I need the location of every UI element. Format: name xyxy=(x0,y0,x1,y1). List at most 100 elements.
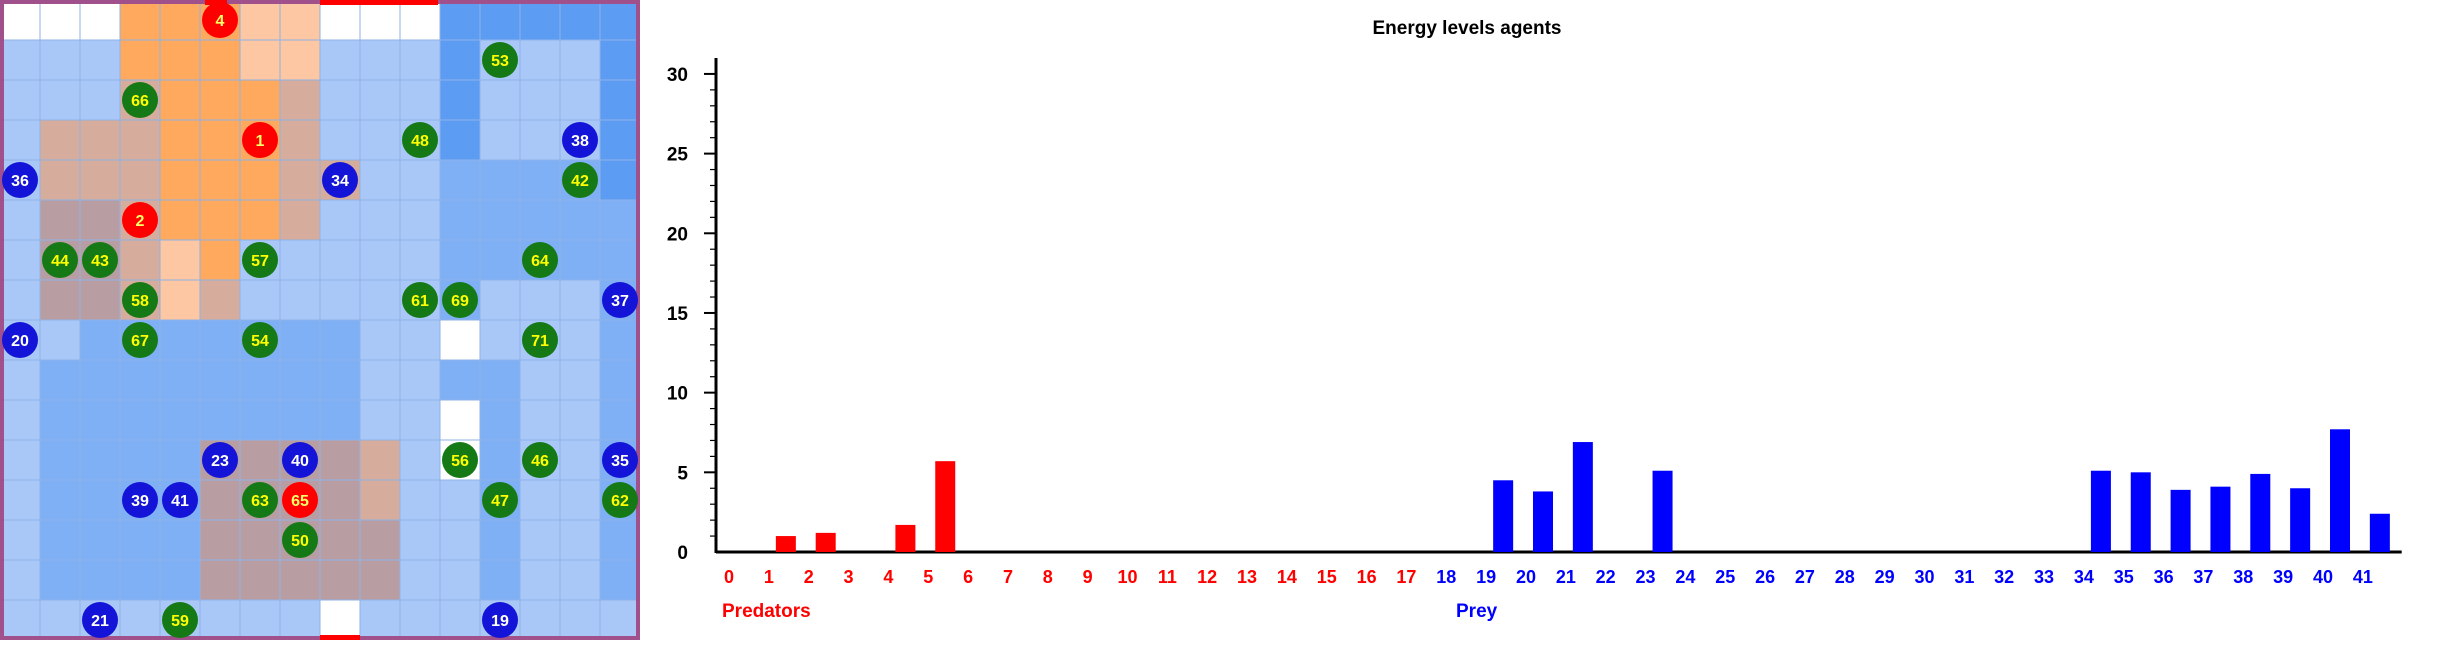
plant-agent[interactable]: 50 xyxy=(282,522,318,558)
prey-agent[interactable]: 39 xyxy=(122,482,158,518)
plant-agent[interactable]: 63 xyxy=(242,482,278,518)
prey-agent[interactable]: 23 xyxy=(202,442,238,478)
grid-cell xyxy=(80,160,120,200)
plant-agent[interactable]: 59 xyxy=(162,602,198,638)
grid-cell xyxy=(40,520,80,560)
x-tick-label: 21 xyxy=(1556,567,1576,587)
predator-agent[interactable]: 4 xyxy=(202,2,238,38)
prey-agent[interactable]: 40 xyxy=(282,442,318,478)
grid-cell xyxy=(80,120,120,160)
prey-agent[interactable]: 35 xyxy=(602,442,638,478)
plant-agent[interactable]: 47 xyxy=(482,482,518,518)
grid-cell xyxy=(560,40,600,80)
energy-bar xyxy=(775,536,796,552)
plant-agent[interactable]: 71 xyxy=(522,322,558,358)
plant-agent[interactable]: 53 xyxy=(482,42,518,78)
grid-cell xyxy=(80,440,120,480)
grid-cell xyxy=(360,0,400,40)
grid-cell xyxy=(320,280,360,320)
grid-cell xyxy=(240,80,280,120)
prey-agent[interactable]: 19 xyxy=(482,602,518,638)
grid-cell xyxy=(560,240,600,280)
plant-agent[interactable]: 43 xyxy=(82,242,118,278)
plant-agent[interactable]: 58 xyxy=(122,282,158,318)
grid-cell xyxy=(560,200,600,240)
predator-agent[interactable]: 2 xyxy=(122,202,158,238)
x-tick-label: 16 xyxy=(1357,567,1377,587)
prey-agent[interactable]: 41 xyxy=(162,482,198,518)
grid-cell xyxy=(160,400,200,440)
energy-bar xyxy=(895,524,916,552)
grid-cell xyxy=(240,400,280,440)
grid-cell xyxy=(320,560,360,600)
agent-id-label: 59 xyxy=(171,613,189,630)
grid-cell xyxy=(320,240,360,280)
grid-cell xyxy=(520,520,560,560)
prey-agent[interactable]: 37 xyxy=(602,282,638,318)
grid-cell xyxy=(160,240,200,280)
grid-cell xyxy=(120,520,160,560)
grid-cell xyxy=(440,0,480,40)
prey-agent-marker xyxy=(2,322,38,358)
grid-cell xyxy=(360,240,400,280)
grid-cell xyxy=(440,120,480,160)
plant-agent[interactable]: 56 xyxy=(442,442,478,478)
grid-cell xyxy=(320,600,360,640)
grid-cell xyxy=(240,160,280,200)
predator-agent[interactable]: 65 xyxy=(282,482,318,518)
grid-cell xyxy=(520,200,560,240)
prey-agent[interactable]: 38 xyxy=(562,122,598,158)
plant-agent[interactable]: 46 xyxy=(522,442,558,478)
prey-agent[interactable]: 36 xyxy=(2,162,38,198)
prey-agent[interactable]: 21 xyxy=(82,602,118,638)
grid-cell xyxy=(440,80,480,120)
x-tick-label: 23 xyxy=(1636,567,1656,587)
grid-cell xyxy=(240,200,280,240)
grid-cell xyxy=(360,560,400,600)
grid-cell xyxy=(520,40,560,80)
grid-cell xyxy=(480,520,520,560)
prey-agent[interactable]: 34 xyxy=(322,162,358,198)
x-tick-label: 26 xyxy=(1755,567,1775,587)
grid-cell xyxy=(480,560,520,600)
grid-cell xyxy=(80,520,120,560)
grid-cell xyxy=(0,520,40,560)
plant-agent-marker xyxy=(242,322,278,358)
grid-cell xyxy=(160,560,200,600)
grid-cell xyxy=(440,40,480,80)
prey-agent[interactable]: 20 xyxy=(2,322,38,358)
x-tick-label: 27 xyxy=(1795,567,1815,587)
plant-agent[interactable]: 64 xyxy=(522,242,558,278)
grid-cell xyxy=(560,400,600,440)
grid-cell xyxy=(280,240,320,280)
plant-agent[interactable]: 61 xyxy=(402,282,438,318)
predator-agent[interactable]: 1 xyxy=(242,122,278,158)
x-tick-label: 8 xyxy=(1043,567,1053,587)
x-tick-label: 1 xyxy=(764,567,774,587)
plant-agent[interactable]: 44 xyxy=(42,242,78,278)
plant-agent[interactable]: 62 xyxy=(602,482,638,518)
grid-cell xyxy=(400,360,440,400)
grid-cell xyxy=(320,0,360,40)
plant-agent[interactable]: 42 xyxy=(562,162,598,198)
grid-cell xyxy=(520,280,560,320)
plant-agent[interactable]: 57 xyxy=(242,242,278,278)
y-tick-label: 20 xyxy=(667,224,688,245)
plant-agent[interactable]: 66 xyxy=(122,82,158,118)
x-tick-label: 17 xyxy=(1396,567,1416,587)
plant-agent[interactable]: 48 xyxy=(402,122,438,158)
plant-agent[interactable]: 67 xyxy=(122,322,158,358)
agent-id-label: 34 xyxy=(331,173,349,190)
grid-cell xyxy=(440,360,480,400)
grid-cell xyxy=(200,560,240,600)
grid-cell xyxy=(400,0,440,40)
grid-cell xyxy=(360,520,400,560)
grid-cell xyxy=(320,360,360,400)
grid-cell xyxy=(120,0,160,40)
plant-agent[interactable]: 69 xyxy=(442,282,478,318)
energy-bar xyxy=(2330,429,2350,552)
plant-agent[interactable]: 54 xyxy=(242,322,278,358)
grid-cell xyxy=(360,600,400,640)
grid-cell xyxy=(440,480,480,520)
grid-cell xyxy=(280,200,320,240)
